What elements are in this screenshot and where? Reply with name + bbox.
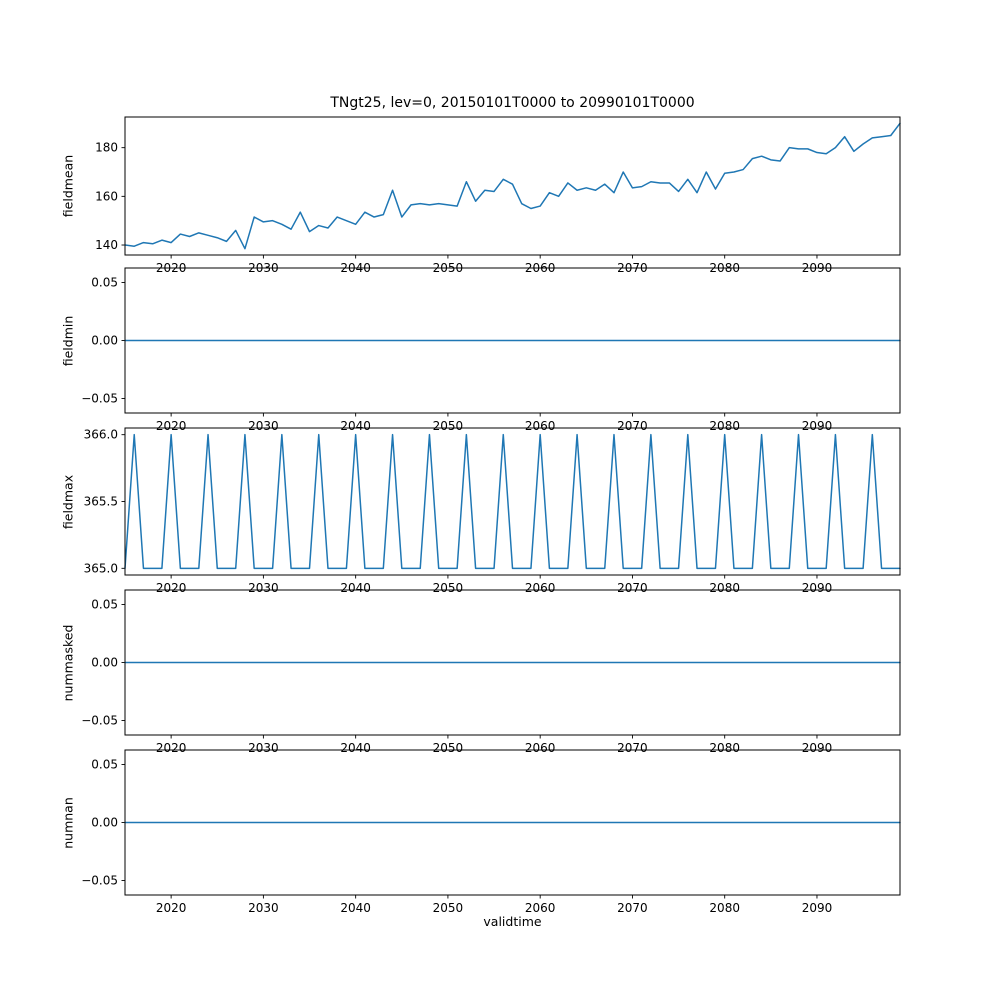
svg-text:365.5: 365.5: [84, 495, 118, 509]
svg-text:−0.05: −0.05: [81, 714, 118, 728]
svg-text:2050: 2050: [433, 741, 464, 755]
svg-text:2030: 2030: [248, 741, 279, 755]
svg-text:160: 160: [95, 189, 118, 203]
svg-text:0.05: 0.05: [91, 276, 118, 290]
svg-text:2030: 2030: [248, 901, 279, 915]
plot-numnan: −0.05 0.00 0.05 2020 2030 2040 2050 2060 2070 208…: [81, 749, 901, 915]
svg-text:0.00: 0.00: [91, 816, 118, 830]
svg-text:2090: 2090: [802, 901, 833, 915]
y-axis-label-fieldmean: fieldmean: [60, 154, 76, 218]
svg-text:2090: 2090: [802, 741, 833, 755]
svg-text:0.05: 0.05: [91, 598, 118, 612]
y-axis-label-nummasked: nummasked: [60, 624, 76, 701]
svg-text:2090: 2090: [802, 581, 833, 595]
y-axis-label-fieldmin: fieldmin: [60, 315, 76, 366]
svg-text:2070: 2070: [617, 419, 648, 433]
plot-fieldmin: −0.05 0.00 0.05 2020 2030 2040 2050 2060 2070 208…: [81, 267, 901, 433]
svg-text:2090: 2090: [802, 419, 833, 433]
y-axis-label-fieldmax: fieldmax: [60, 474, 76, 529]
svg-text:2050: 2050: [433, 581, 464, 595]
svg-text:2080: 2080: [709, 581, 740, 595]
svg-text:180: 180: [95, 141, 118, 155]
svg-text:2070: 2070: [617, 901, 648, 915]
svg-text:2070: 2070: [617, 741, 648, 755]
svg-text:0.00: 0.00: [91, 656, 118, 670]
svg-text:2060: 2060: [525, 419, 556, 433]
svg-text:365.0: 365.0: [84, 561, 118, 575]
y-axis-label-numnan: numnan: [60, 796, 76, 849]
svg-text:2080: 2080: [709, 419, 740, 433]
svg-text:2040: 2040: [340, 581, 371, 595]
svg-text:−0.05: −0.05: [81, 392, 118, 406]
svg-text:2050: 2050: [433, 901, 464, 915]
svg-text:0.05: 0.05: [91, 758, 118, 772]
svg-text:2070: 2070: [617, 581, 648, 595]
svg-text:2030: 2030: [248, 419, 279, 433]
svg-text:2080: 2080: [709, 741, 740, 755]
svg-text:2020: 2020: [156, 419, 187, 433]
svg-text:2020: 2020: [156, 741, 187, 755]
svg-text:366.0: 366.0: [84, 428, 118, 442]
plot-fieldmax: 365.0 365.5 366.0 2020 2030 2040 2050 2060 2070 2…: [84, 427, 901, 595]
svg-text:2020: 2020: [156, 581, 187, 595]
chart-title: TNgt25, lev=0, 20150101T0000 to 20990101…: [330, 95, 695, 111]
svg-text:2040: 2040: [340, 419, 371, 433]
svg-text:−0.05: −0.05: [81, 874, 118, 888]
svg-text:2020: 2020: [156, 901, 187, 915]
x-axis-label: validtime: [483, 914, 542, 929]
svg-text:2060: 2060: [525, 901, 556, 915]
svg-text:2080: 2080: [709, 901, 740, 915]
svg-text:2050: 2050: [433, 419, 464, 433]
svg-text:2030: 2030: [248, 581, 279, 595]
svg-text:2060: 2060: [525, 581, 556, 595]
svg-text:140: 140: [95, 238, 118, 252]
svg-text:2040: 2040: [340, 901, 371, 915]
plot-nummasked: −0.05 0.00 0.05 2020 2030 2040 2050 2060 2070 208…: [81, 589, 901, 755]
svg-text:2040: 2040: [340, 741, 371, 755]
svg-text:2060: 2060: [525, 741, 556, 755]
svg-text:0.00: 0.00: [91, 334, 118, 348]
